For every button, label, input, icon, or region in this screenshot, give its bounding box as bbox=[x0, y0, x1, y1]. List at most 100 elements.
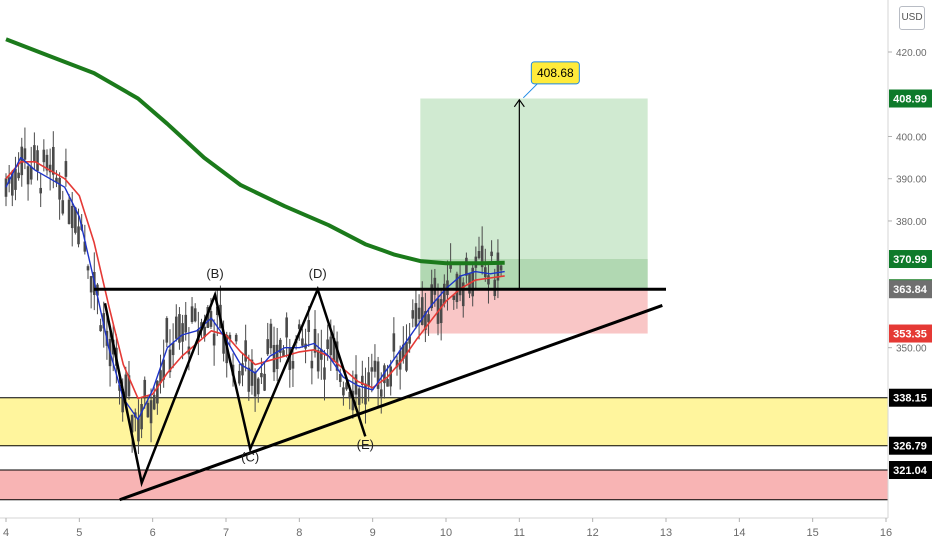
candle-body bbox=[269, 323, 273, 349]
wave-label: (D) bbox=[309, 266, 327, 281]
candle-body bbox=[146, 402, 150, 418]
candle-body bbox=[29, 166, 33, 180]
time-tick-label: 9 bbox=[370, 527, 376, 539]
candle-body bbox=[373, 360, 377, 372]
candle-body bbox=[256, 378, 260, 395]
ema-fast-line bbox=[5, 156, 505, 421]
price-label-stop: 353.35 bbox=[889, 324, 932, 343]
svg-text:353.35: 353.35 bbox=[893, 329, 927, 341]
candle-body bbox=[67, 199, 71, 225]
candle-body bbox=[301, 338, 304, 346]
candle-body bbox=[89, 276, 93, 293]
candle-body bbox=[392, 333, 396, 352]
time-tick-label: 7 bbox=[223, 527, 229, 539]
candle-body bbox=[77, 226, 80, 245]
candle-body bbox=[279, 339, 282, 353]
candle-body bbox=[162, 359, 165, 380]
candle-body bbox=[174, 316, 178, 339]
currency-button[interactable]: USD bbox=[899, 6, 925, 30]
price-label-target: 408.99 bbox=[889, 89, 932, 108]
candle-body bbox=[313, 328, 317, 353]
candle-body bbox=[348, 391, 352, 399]
candle-body bbox=[342, 387, 345, 396]
candle-body bbox=[310, 360, 314, 369]
wave-label: (C) bbox=[241, 450, 259, 465]
candle-body bbox=[203, 326, 206, 338]
target-callout-label: 408.68 bbox=[537, 66, 574, 80]
candle-body bbox=[338, 373, 342, 382]
svg-text:338.15: 338.15 bbox=[893, 393, 927, 405]
candle-body bbox=[137, 418, 140, 442]
candle-body bbox=[282, 350, 285, 357]
candle-body bbox=[52, 146, 55, 175]
svg-text:326.79: 326.79 bbox=[893, 441, 927, 453]
price-label-zone-bottom: 326.79 bbox=[889, 436, 932, 455]
candle-body bbox=[361, 375, 364, 385]
candle-body bbox=[323, 367, 326, 380]
candle-body bbox=[165, 318, 169, 343]
target-callout-pointer bbox=[522, 83, 538, 99]
candle-body bbox=[326, 339, 329, 349]
candle-body bbox=[23, 148, 27, 160]
candle-body bbox=[370, 367, 374, 372]
candle-body bbox=[152, 394, 156, 410]
candle-body bbox=[499, 265, 503, 271]
candle-body bbox=[156, 380, 159, 404]
candle-body bbox=[228, 334, 232, 340]
time-tick-label: 8 bbox=[296, 527, 302, 539]
candle-body bbox=[402, 344, 405, 360]
price-tick-label: 420.00 bbox=[896, 48, 927, 59]
candle-body bbox=[417, 307, 421, 319]
candle-body bbox=[449, 263, 452, 269]
abcde-pattern bbox=[103, 285, 367, 488]
candle-body bbox=[206, 307, 210, 328]
support-trendline bbox=[119, 304, 663, 502]
candle-body bbox=[329, 336, 333, 356]
candle-body bbox=[17, 172, 20, 179]
wave-label: (E) bbox=[357, 437, 374, 452]
time-tick-label: 4 bbox=[3, 527, 9, 539]
candle-body bbox=[178, 314, 181, 343]
candle-body bbox=[212, 333, 216, 346]
candle-body bbox=[200, 322, 203, 328]
candle-body bbox=[297, 324, 301, 329]
candle-body bbox=[430, 284, 433, 309]
candle-body bbox=[26, 166, 30, 185]
candle-body bbox=[484, 267, 487, 278]
candle-body bbox=[171, 342, 175, 356]
candle-body bbox=[477, 251, 481, 259]
price-label-support: 321.04 bbox=[889, 461, 932, 479]
price-label-zone-top: 338.15 bbox=[889, 388, 932, 407]
candle-body bbox=[288, 347, 292, 370]
price-label-last-high: 370.99 bbox=[889, 250, 932, 269]
time-tick-label: 12 bbox=[587, 527, 599, 539]
candle-body bbox=[39, 187, 42, 194]
candle-body bbox=[247, 367, 251, 392]
ma-200-line bbox=[5, 37, 505, 266]
candle-body bbox=[465, 257, 468, 276]
candle-body bbox=[490, 251, 493, 257]
ema-slow-line bbox=[5, 161, 505, 400]
time-tick-label: 16 bbox=[880, 527, 892, 539]
svg-text:321.04: 321.04 bbox=[893, 465, 928, 477]
candle-body bbox=[332, 337, 336, 362]
candle-body bbox=[159, 370, 162, 384]
candle-body bbox=[181, 323, 184, 342]
candle-body bbox=[70, 205, 74, 229]
candle-body bbox=[395, 359, 399, 368]
candle-body bbox=[461, 282, 465, 307]
candle-body bbox=[427, 314, 430, 323]
candle-body bbox=[121, 389, 124, 413]
lower-zone bbox=[0, 470, 888, 500]
wave-label: (B) bbox=[206, 266, 223, 281]
candle-body bbox=[61, 200, 65, 214]
time-tick-label: 10 bbox=[440, 527, 452, 539]
candle-body bbox=[42, 149, 46, 163]
candle-body bbox=[480, 245, 484, 268]
candle-body bbox=[379, 389, 383, 397]
candle-body bbox=[414, 303, 418, 327]
candle-body bbox=[389, 366, 393, 387]
target-callout-box bbox=[530, 61, 580, 85]
